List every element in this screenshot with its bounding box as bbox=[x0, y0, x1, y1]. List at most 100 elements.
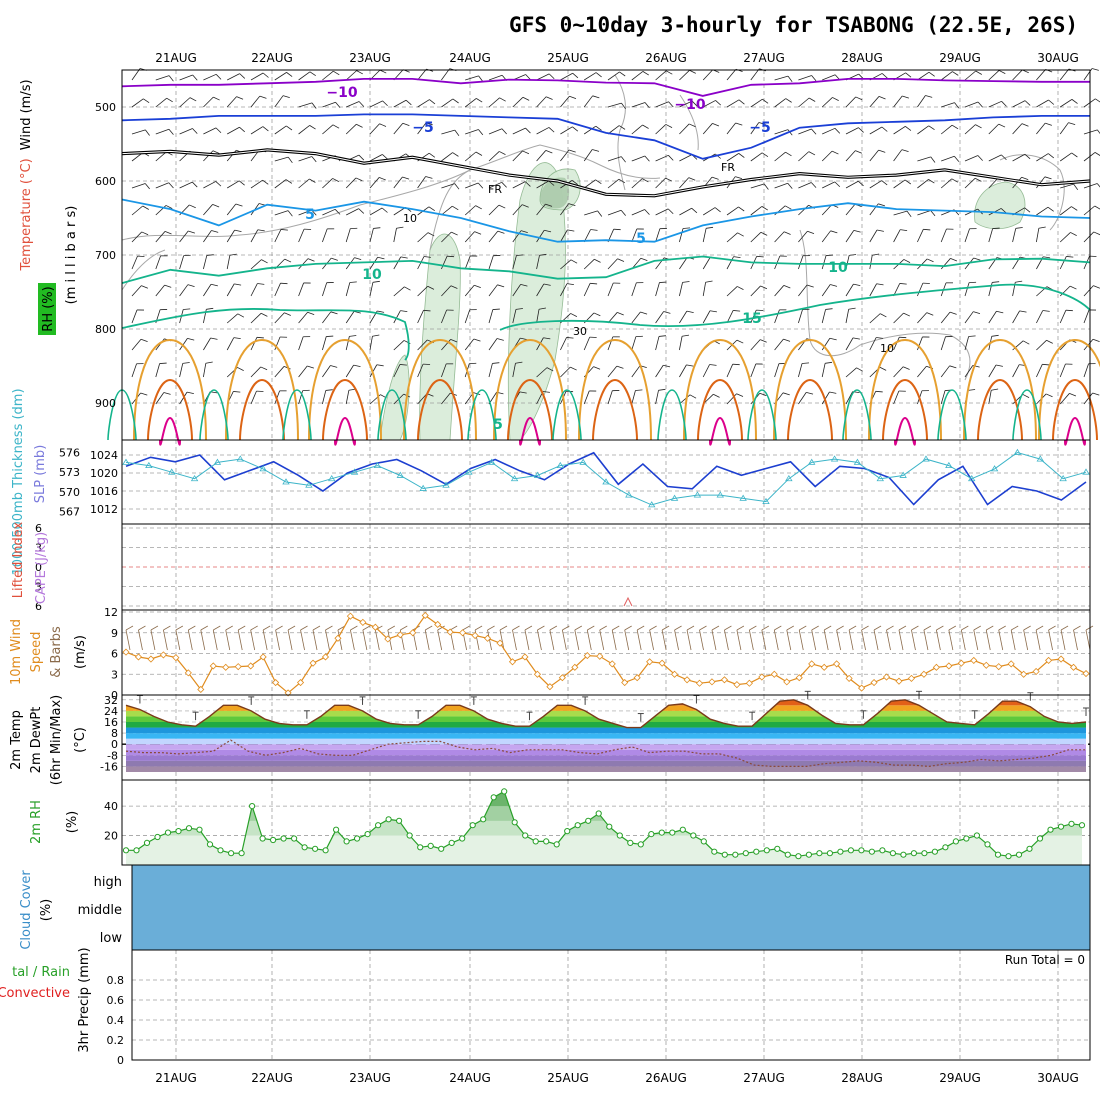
wind-barb-shaft bbox=[702, 123, 713, 135]
wind-barb-feather bbox=[975, 124, 982, 129]
wind-barb-shaft bbox=[893, 210, 908, 216]
label-thickness: 1000-500mb Thickness (dm) bbox=[11, 388, 26, 575]
wind10m-barb bbox=[724, 629, 729, 651]
wind-barb-feather bbox=[309, 71, 316, 77]
temp-band bbox=[126, 727, 1086, 734]
bottom-date-label: 26AUG bbox=[645, 1071, 687, 1085]
wind-barb-shaft bbox=[179, 284, 189, 297]
wind-barb-shaft bbox=[774, 338, 784, 351]
rh-label-10: 10 bbox=[880, 342, 894, 355]
wind10m-barb-feather bbox=[574, 625, 583, 631]
cloud-level-high: high bbox=[94, 875, 122, 890]
wind-barb-shaft bbox=[441, 392, 451, 405]
wind-barb-feather bbox=[876, 229, 884, 232]
label-precip-rain: tal / Rain bbox=[12, 965, 70, 980]
rh-point bbox=[312, 845, 319, 852]
wind-barb-shaft bbox=[679, 69, 690, 81]
thickness-point bbox=[693, 491, 702, 498]
bottom-date-label: 30AUG bbox=[1037, 1071, 1079, 1085]
wind-barb-feather bbox=[332, 124, 340, 129]
precip-tick-label: 0.6 bbox=[107, 994, 125, 1007]
wind10m-barb-feather bbox=[312, 625, 321, 631]
wind-barb-feather bbox=[499, 97, 506, 102]
wind-barb-feather bbox=[358, 154, 365, 161]
wind10m-barb-feather bbox=[736, 625, 745, 631]
wind-barb-feather bbox=[900, 229, 908, 232]
wind-barb-feather bbox=[756, 255, 764, 258]
wind-barb-feather bbox=[991, 388, 999, 391]
wind-barb-shaft bbox=[441, 256, 448, 270]
rh-label-10: 10 bbox=[403, 212, 417, 225]
wind-barb-feather bbox=[566, 283, 574, 286]
wind-barb-shaft bbox=[441, 205, 453, 216]
wind-barb-feather bbox=[688, 123, 696, 128]
rh-point bbox=[501, 788, 508, 795]
wind-barb-feather bbox=[182, 362, 190, 364]
wind10m-point bbox=[346, 612, 354, 620]
wind-barb-shaft bbox=[726, 256, 734, 270]
wind-barb-shaft bbox=[1083, 363, 1089, 378]
wind-barb-feather bbox=[333, 70, 340, 76]
wind-barb-shaft bbox=[369, 100, 383, 108]
wind-barb-shaft bbox=[917, 95, 926, 108]
wind-barb-feather bbox=[545, 96, 553, 100]
wind-barb-shaft bbox=[703, 100, 716, 108]
rh-point bbox=[900, 851, 907, 858]
wind-barb-feather bbox=[353, 311, 361, 314]
wind-barb-feather bbox=[968, 335, 976, 337]
wind-barb-feather bbox=[427, 285, 435, 290]
wind-barb-shaft bbox=[488, 338, 498, 351]
wind-barb-feather bbox=[211, 230, 219, 233]
wind-barb-feather bbox=[642, 124, 649, 129]
wind-barb-shaft bbox=[917, 366, 927, 378]
rh-point bbox=[438, 845, 445, 852]
wind-barb-feather bbox=[544, 229, 552, 233]
wind-barb-shaft bbox=[988, 364, 997, 378]
wind10m-barb bbox=[811, 629, 817, 651]
wind-barb-shaft bbox=[274, 210, 289, 216]
wind-barb-feather bbox=[899, 283, 907, 285]
label-cloud-units: (%) bbox=[39, 899, 54, 922]
wind-barb-shaft bbox=[655, 177, 666, 189]
wind-barb-shaft bbox=[393, 256, 402, 270]
wind10m-point bbox=[459, 629, 467, 637]
wind-barb-shaft bbox=[464, 309, 471, 324]
wind-barb-feather bbox=[760, 285, 768, 290]
wind-barb-feather bbox=[187, 338, 195, 341]
wind10m-barb-feather bbox=[861, 625, 869, 631]
wind-barb-shaft bbox=[631, 390, 636, 405]
wind10m-barb bbox=[973, 629, 979, 651]
wind10m-point bbox=[321, 653, 330, 661]
wind-barb-shaft bbox=[369, 154, 383, 162]
wind10m-barb-feather bbox=[1073, 625, 1081, 631]
temp-contour-15-loop bbox=[1012, 389, 1042, 441]
wind-barb-shaft bbox=[203, 284, 212, 297]
wind-barb-shaft bbox=[583, 283, 591, 297]
wind-barb-feather bbox=[548, 180, 555, 186]
wind-barb-shaft bbox=[774, 151, 786, 162]
wind-barb-shaft bbox=[893, 149, 903, 162]
wind10m-point bbox=[1082, 669, 1090, 678]
slp-line bbox=[125, 451, 1087, 506]
wind-barb-shaft bbox=[655, 124, 667, 135]
wind10m-point bbox=[695, 679, 704, 687]
temp-tick-label: 32 bbox=[104, 694, 118, 707]
wind-barb-shaft bbox=[465, 129, 479, 135]
wind10m-barb bbox=[1048, 629, 1053, 651]
thickness-point bbox=[373, 461, 382, 469]
wind10m-barb bbox=[861, 629, 866, 651]
wind-barb-feather bbox=[144, 183, 150, 190]
wind-barb-shaft bbox=[702, 364, 710, 378]
temp-contour-15-loop bbox=[467, 389, 497, 441]
wind-barb-feather bbox=[379, 123, 387, 127]
wind-barb-shaft bbox=[155, 363, 161, 378]
wind-barb-shaft bbox=[560, 96, 570, 108]
rh-point bbox=[564, 828, 571, 835]
wind-barb-shaft bbox=[917, 179, 929, 189]
panel-frames bbox=[121, 69, 1091, 1061]
wind-barb-feather bbox=[569, 95, 577, 100]
wind-barb-feather bbox=[382, 100, 388, 107]
rh-point bbox=[921, 850, 928, 857]
wind-barb-shaft bbox=[583, 229, 591, 243]
wind-barb-feather bbox=[309, 178, 316, 183]
